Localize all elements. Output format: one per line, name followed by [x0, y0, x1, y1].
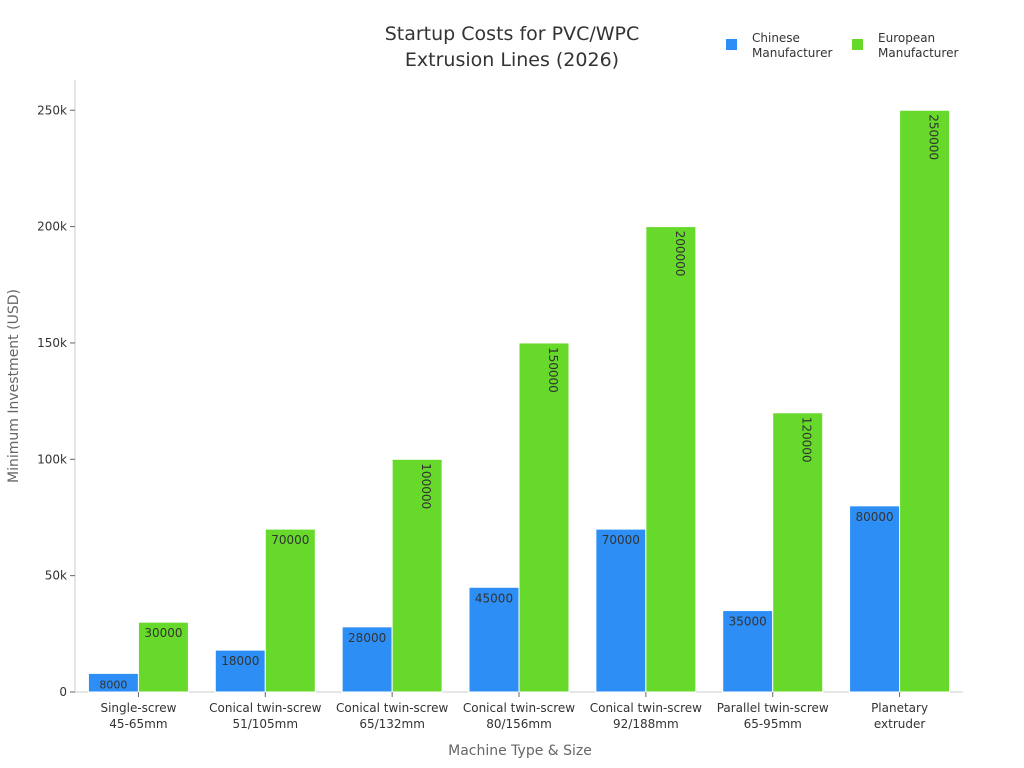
bar-value-label-chinese: 8000 [99, 678, 127, 691]
bar-value-label-chinese: 80000 [855, 510, 893, 524]
bar-value-label-european: 250000 [927, 114, 941, 160]
bar-european [264, 528, 316, 693]
bar-european [137, 621, 189, 693]
bar-european [645, 226, 697, 693]
chart-title-line-2: Extrusion Lines (2026) [405, 49, 619, 71]
x-axis-title: Machine Type & Size [448, 743, 592, 759]
bar-value-label-european: 100000 [419, 463, 433, 509]
legend-swatch-european [852, 39, 863, 50]
legend-swatch-chinese [726, 39, 737, 50]
x-axis-ticks: Single-screw 45-65mm Conical twin-screw 51/… [100, 692, 928, 731]
x-tick-label: 80/156mm [486, 717, 552, 731]
bar-value-label-european: 30000 [144, 626, 182, 640]
bar-value-label-european: 70000 [271, 533, 309, 547]
bar-chinese [595, 528, 647, 693]
legend-label-chinese-line-2: Manufacturer [752, 46, 832, 60]
bar-european [899, 109, 951, 693]
y-tick-label: 250k [37, 103, 67, 117]
y-axis-title: Minimum Investment (USD) [6, 289, 22, 483]
bar-european [772, 412, 824, 693]
bar-european [518, 342, 570, 693]
x-tick-label: 51/105mm [232, 717, 298, 731]
x-tick-label: extruder [874, 717, 926, 731]
x-tick-label: 92/188mm [613, 717, 679, 731]
x-tick-label: Planetary [871, 701, 928, 715]
y-tick-label: 0 [59, 685, 67, 699]
bar-value-label-european: 200000 [673, 231, 687, 277]
legend-label-chinese-line-1: Chinese [752, 31, 800, 45]
x-tick-label: Conical twin-screw [209, 701, 321, 715]
bar-european [391, 458, 443, 693]
bar-value-label-chinese: 35000 [729, 615, 767, 629]
x-tick-label: 65/132mm [359, 717, 425, 731]
y-tick-label: 100k [37, 452, 67, 466]
legend: Chinese Manufacturer European Manufactur… [726, 31, 958, 60]
y-tick-label: 150k [37, 336, 67, 350]
bar-chinese [722, 610, 774, 693]
bar-value-label-european: 150000 [546, 347, 560, 393]
bar-chinese [849, 505, 901, 693]
y-tick-label: 50k [45, 569, 67, 583]
x-tick-label: 45-65mm [109, 717, 167, 731]
x-tick-label: 65-95mm [744, 717, 802, 731]
x-tick-label: Conical twin-screw [590, 701, 702, 715]
x-tick-label: Conical twin-screw [463, 701, 575, 715]
chart-title: Startup Costs for PVC/WPC Extrusion Line… [385, 23, 640, 71]
y-axis-ticks: 0 50k 100k 150k 200k 250k [37, 103, 75, 699]
legend-label-european-line-2: Manufacturer [878, 46, 958, 60]
x-tick-label: Conical twin-screw [336, 701, 448, 715]
bar-value-label-chinese: 70000 [602, 533, 640, 547]
bar-value-label-chinese: 45000 [475, 591, 513, 605]
chart-title-line-1: Startup Costs for PVC/WPC [385, 23, 640, 45]
y-tick-label: 200k [37, 220, 67, 234]
bar-value-label-chinese: 28000 [348, 631, 386, 645]
bar-chinese [214, 649, 266, 693]
bars: 8000 30000 18000 70000 28000 100000 45000 15000… [87, 109, 951, 693]
legend-label-european-line-1: European [878, 31, 935, 45]
bar-chinese [468, 586, 520, 693]
bar-value-label-chinese: 18000 [221, 654, 259, 668]
x-tick-label: Single-screw [100, 701, 176, 715]
x-tick-label: Parallel twin-screw [717, 701, 829, 715]
bar-value-label-european: 120000 [800, 417, 814, 463]
